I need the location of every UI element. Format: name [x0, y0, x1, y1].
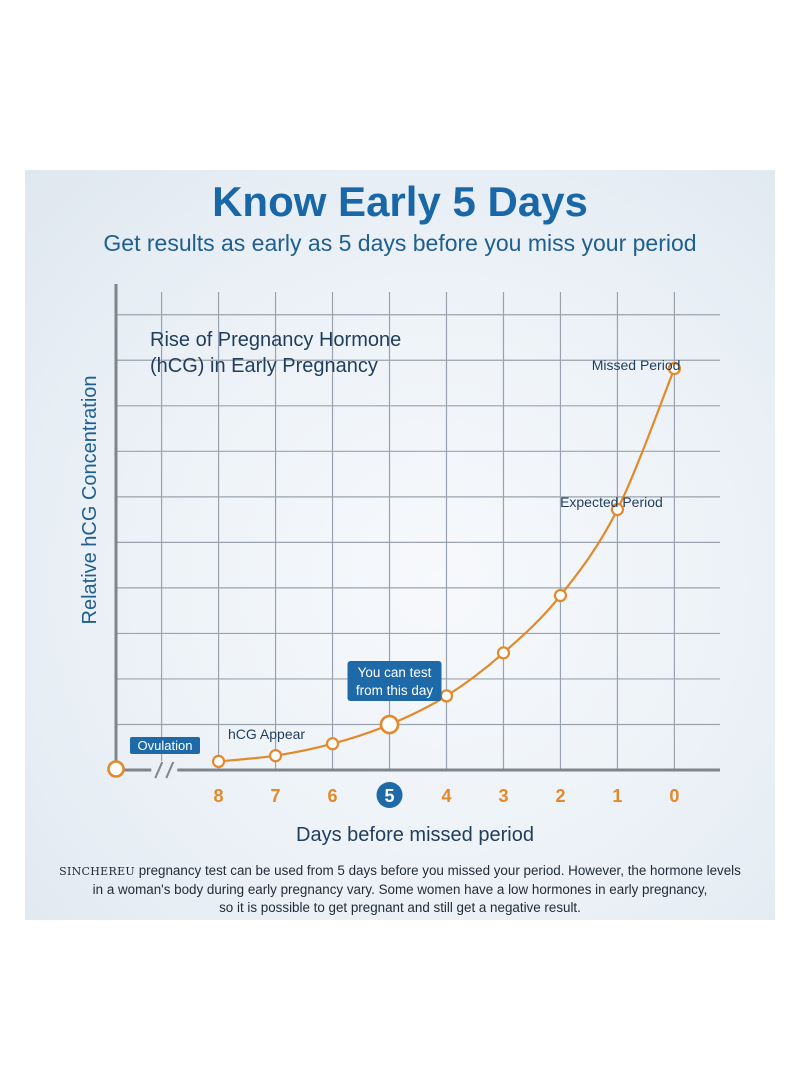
x-axis-label: Days before missed period [296, 824, 534, 846]
page-subtitle: Get results as early as 5 days before yo… [103, 230, 697, 256]
x-tick-label: 5 [385, 786, 395, 806]
axis-break-mark [165, 761, 175, 779]
ovulation-badge [130, 737, 200, 754]
x-tick-label: 2 [555, 786, 565, 806]
x-tick-label: 1 [612, 786, 622, 806]
chart-axes [114, 284, 720, 779]
annotation-hcg-appear: hCG Appear [228, 726, 305, 742]
x-tick-label: 3 [498, 786, 508, 806]
disclaimer-line-3: so it is possible to get pregnant and st… [219, 900, 581, 915]
y-axis-label: Relative hCG Concentration [79, 375, 101, 624]
callout-box [347, 661, 442, 701]
x-tick-label: 6 [328, 786, 338, 806]
brand-name: SINCHEREU [59, 865, 135, 878]
disclaimer-line-1: pregnancy test can be used from 5 days b… [134, 863, 741, 878]
x-tick-label: 4 [441, 786, 451, 806]
ovulation-label: Ovulation [138, 738, 193, 753]
x-tick-label: 7 [271, 786, 281, 806]
x-tick-label: 8 [214, 786, 224, 806]
data-point [439, 689, 454, 703]
data-point [496, 646, 511, 660]
data-point [379, 714, 400, 735]
disclaimer-text: SINCHEREU pregnancy test can be used fro… [40, 862, 760, 917]
data-point [553, 588, 568, 603]
data-point [211, 754, 226, 768]
chart-marks: 8 7 6 5 4 3 2 1 0 Ovulation hCG Appear Missed Perio… [107, 357, 682, 808]
ovulation-point [107, 760, 125, 778]
highlight-day-badge [376, 782, 403, 808]
annotation-missed-period: Missed Period [592, 357, 681, 373]
axis-break-mark [154, 761, 164, 779]
annotation-expected-period: Expected Period [560, 494, 663, 510]
callout-line-2: from this day [356, 683, 434, 698]
callout-line-1: You can test [358, 665, 432, 680]
page-title: Know Early 5 Days [212, 178, 588, 225]
data-point [667, 361, 682, 376]
x-tick-label: 0 [669, 786, 679, 806]
data-point [325, 737, 340, 751]
data-point [268, 749, 283, 763]
disclaimer-line-2: in a woman's body during early pregnancy… [92, 882, 708, 897]
chart-title-line2: (hCG) in Early Pregnancy [150, 355, 378, 377]
chart-title-line1: Rise of Pregnancy Hormone [150, 329, 401, 351]
data-point [610, 502, 625, 517]
